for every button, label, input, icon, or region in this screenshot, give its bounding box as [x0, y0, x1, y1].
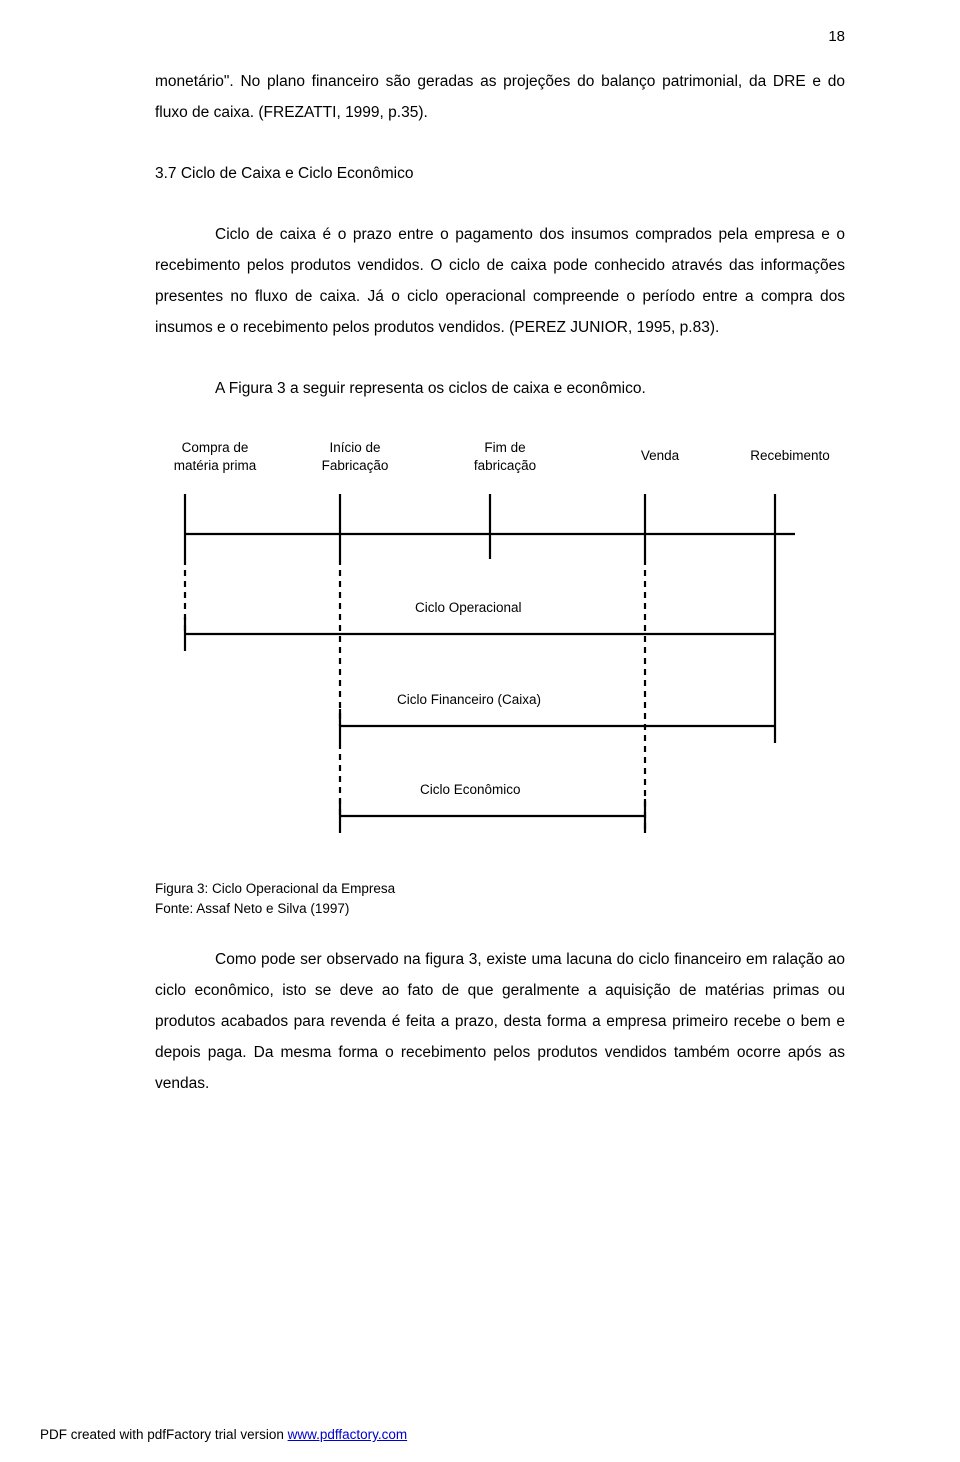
cycle-diagram: Compra dematéria prima Início deFabricaç…: [155, 439, 845, 849]
figure-title: Figura 3: Ciclo Operacional da Empresa: [155, 881, 395, 896]
figure-caption: Figura 3: Ciclo Operacional da Empresa F…: [155, 879, 845, 918]
section-heading: 3.7 Ciclo de Caixa e Ciclo Econômico: [155, 158, 845, 189]
figure-source: Fonte: Assaf Neto e Silva (1997): [155, 901, 349, 916]
label-ciclo-operacional: Ciclo Operacional: [415, 599, 522, 617]
page-number: 18: [828, 28, 845, 45]
pdf-footer: PDF created with pdfFactory trial versio…: [40, 1427, 407, 1442]
page-content: 18 monetário". No plano financeiro são g…: [0, 0, 960, 1099]
footer-text: PDF created with pdfFactory trial versio…: [40, 1427, 288, 1442]
paragraph-1: monetário". No plano financeiro são gera…: [155, 66, 845, 128]
label-ciclo-economico: Ciclo Econômico: [420, 781, 521, 799]
figure-intro: A Figura 3 a seguir representa os ciclos…: [155, 373, 845, 404]
footer-link[interactable]: www.pdffactory.com: [288, 1427, 408, 1442]
label-ciclo-financeiro: Ciclo Financeiro (Caixa): [397, 691, 541, 709]
label-inicio: Início deFabricação: [300, 439, 410, 475]
label-venda: Venda: [620, 447, 700, 465]
label-fim: Fim defabricação: [455, 439, 555, 475]
paragraph-3: Como pode ser observado na figura 3, exi…: [155, 944, 845, 1099]
paragraph-2: Ciclo de caixa é o prazo entre o pagamen…: [155, 219, 845, 343]
label-compra: Compra dematéria prima: [155, 439, 275, 475]
label-receb: Recebimento: [735, 447, 845, 465]
